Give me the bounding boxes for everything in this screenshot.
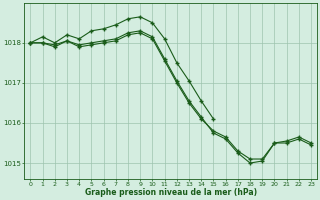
X-axis label: Graphe pression niveau de la mer (hPa): Graphe pression niveau de la mer (hPa) — [85, 188, 257, 197]
